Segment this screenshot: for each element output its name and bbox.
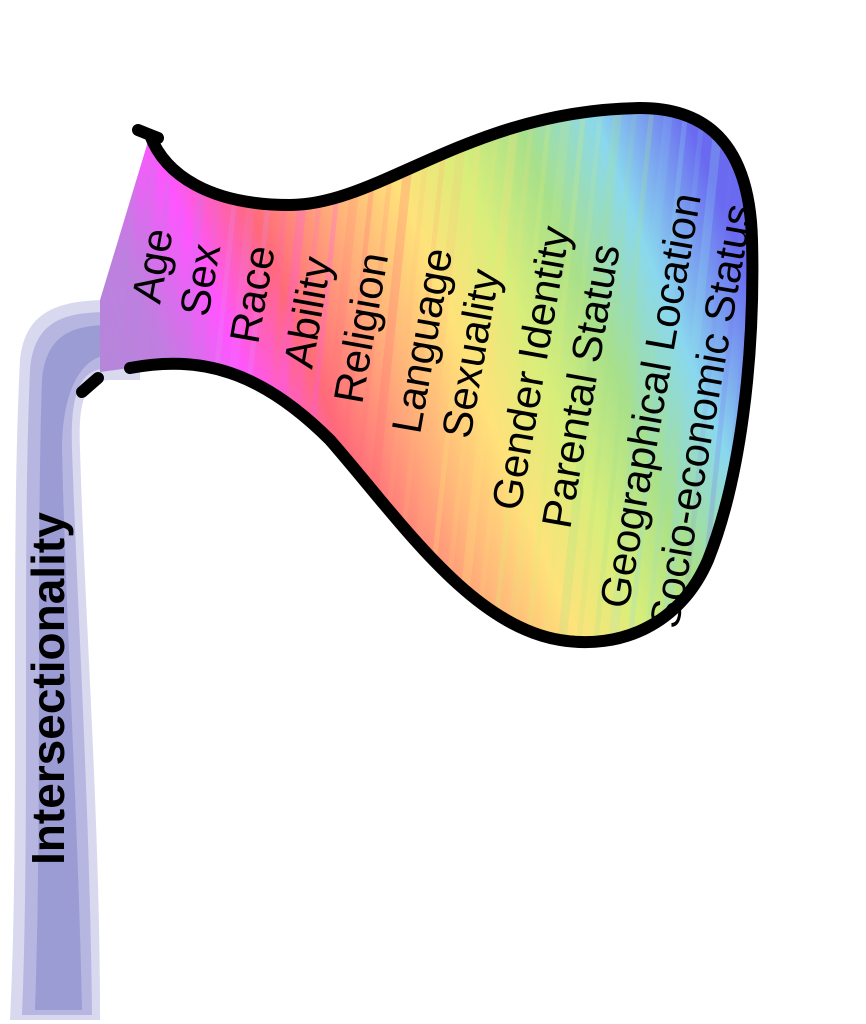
- stream-ribbon: [10, 300, 140, 1020]
- diagram-title: Intersectionality: [22, 512, 74, 865]
